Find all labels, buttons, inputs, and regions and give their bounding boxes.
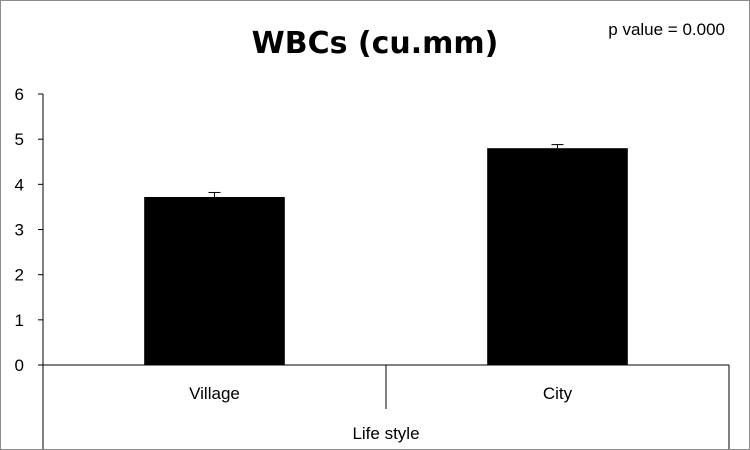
x-axis: Village City — [42, 364, 730, 449]
y-tick-label: 4 — [15, 175, 24, 194]
y-tick-label: 2 — [15, 266, 24, 285]
y-tick-label: 5 — [15, 130, 24, 149]
x-tick-label: Village — [189, 384, 240, 403]
bar — [144, 196, 285, 365]
bar — [487, 148, 628, 365]
chart-title: WBCs (cu.mm) — [252, 26, 499, 61]
y-tick-label: 0 — [15, 356, 24, 375]
y-axis: 0 1 2 3 4 5 6 — [15, 85, 44, 375]
y-tick-label: 3 — [15, 221, 24, 240]
bars-group — [144, 144, 628, 365]
x-axis-label: Life style — [352, 424, 419, 443]
p-value-annotation: p value = 0.000 — [608, 20, 725, 39]
y-tick-label: 1 — [15, 311, 24, 330]
y-tick-label: 6 — [15, 85, 24, 104]
x-tick-label: City — [543, 384, 573, 403]
